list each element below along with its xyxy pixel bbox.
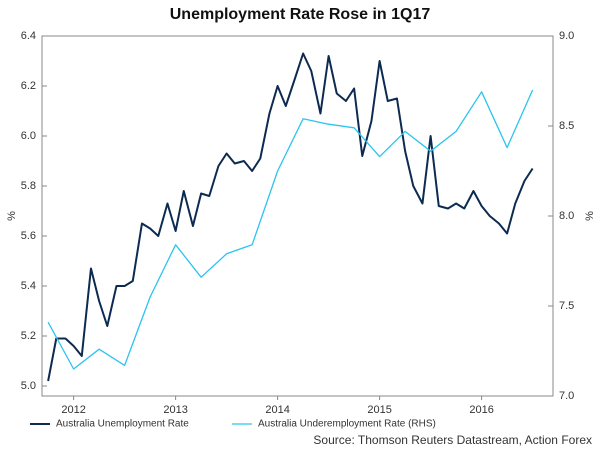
y-tick-label: 6.0 xyxy=(21,130,36,142)
y-tick-label: 6.4 xyxy=(21,30,36,42)
legend-label: Australia Underemployment Rate (RHS) xyxy=(258,419,436,430)
chart-title: Unemployment Rate Rose in 1Q17 xyxy=(170,6,431,23)
series-line xyxy=(47,52,534,382)
y-tick-label: 5.4 xyxy=(21,280,36,292)
plot-frame xyxy=(41,35,554,397)
y-tick-label: 5.6 xyxy=(21,230,36,242)
y-axis-label: % xyxy=(6,211,18,221)
y-tick-label: 5.0 xyxy=(21,380,36,392)
x-tick-label: 2014 xyxy=(265,404,289,416)
y-tick-label: 6.2 xyxy=(21,80,36,92)
y-tick-label: 5.8 xyxy=(21,180,36,192)
x-tick-label: 2016 xyxy=(469,404,493,416)
y2-tick-label: 8.5 xyxy=(559,120,574,132)
y2-tick-label: 7.0 xyxy=(559,390,574,402)
legend-label: Australia Unemployment Rate xyxy=(56,419,189,430)
series-line xyxy=(47,89,534,370)
x-tick-label: 2013 xyxy=(163,404,187,416)
y2-tick-label: 7.5 xyxy=(559,300,574,312)
y2-axis-label: % xyxy=(584,211,596,221)
y2-tick-label: 9.0 xyxy=(559,30,574,42)
x-tick-label: 2015 xyxy=(367,404,391,416)
y2-tick-label: 8.0 xyxy=(559,210,574,222)
x-tick-label: 2012 xyxy=(61,404,85,416)
y-tick-label: 5.2 xyxy=(21,330,36,342)
source-note: Source: Thomson Reuters Datastream, Acti… xyxy=(313,433,592,447)
